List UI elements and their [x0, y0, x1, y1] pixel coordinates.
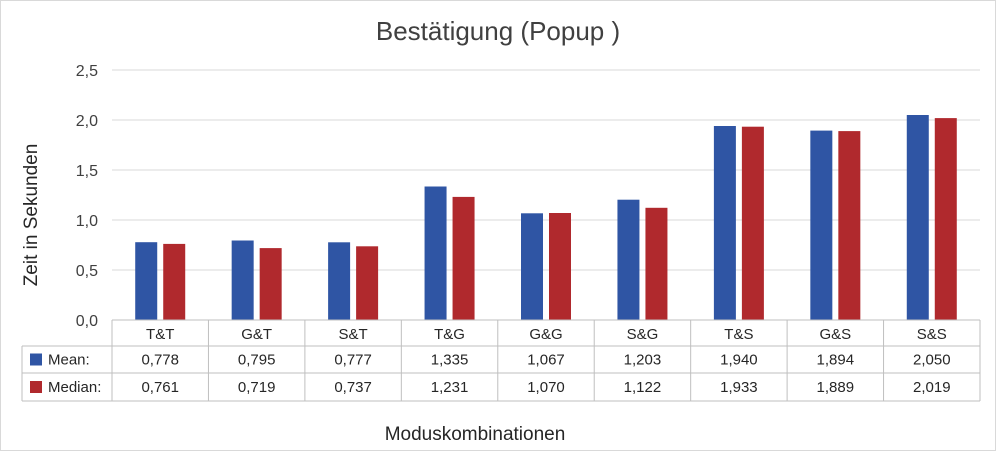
data-label: 1,070 [527, 379, 565, 396]
bar-mean [906, 115, 929, 320]
category-label: S&T [339, 326, 368, 343]
data-label: 1,122 [624, 379, 662, 396]
data-label: 1,335 [431, 352, 469, 369]
bar-median [356, 246, 379, 320]
category-label: T&S [724, 326, 753, 343]
category-label: S&G [627, 326, 659, 343]
bar-median [838, 131, 861, 320]
y-tick-label: 2,0 [76, 113, 98, 130]
x-axis-label: Moduskombinationen [385, 424, 566, 445]
data-label: 1,940 [720, 352, 758, 369]
data-label: 0,719 [238, 379, 276, 396]
category-label: S&S [917, 326, 947, 343]
data-label: 0,795 [238, 352, 276, 369]
category-label: G&G [529, 326, 562, 343]
series-name: Mean: [48, 352, 90, 369]
data-label: 1,889 [817, 379, 855, 396]
bar-median [452, 196, 475, 320]
bar-mean [713, 126, 736, 320]
data-label: 1,203 [624, 352, 662, 369]
bar-mean [521, 213, 543, 320]
data-label: 1,894 [817, 352, 855, 369]
bar-median [934, 118, 957, 320]
y-tick-label: 0,5 [76, 263, 98, 280]
bar-median [645, 207, 668, 320]
bar-mean [328, 242, 351, 320]
data-label: 1,231 [431, 379, 469, 396]
legend-key-median [30, 381, 42, 393]
y-tick-label: 1,0 [76, 213, 98, 230]
data-label: 1,933 [720, 379, 758, 396]
bar-mean [424, 186, 447, 320]
category-label: T&T [146, 326, 174, 343]
data-label: 0,761 [141, 379, 179, 396]
y-tick-label: 2,5 [76, 63, 98, 80]
data-label: 0,737 [334, 379, 372, 396]
legend-key-mean [30, 353, 42, 366]
data-label: 0,778 [141, 352, 179, 369]
bars [135, 115, 957, 320]
data-label: 2,050 [913, 352, 951, 369]
bar-median [259, 248, 282, 320]
bar-median [549, 213, 571, 320]
chart-title: Bestätigung (Popup ) [376, 16, 620, 46]
bar-mean [617, 199, 640, 320]
bar-median [741, 126, 764, 320]
series-name: Median: [48, 379, 101, 396]
bar-mean [135, 242, 158, 320]
y-tick-label: 1,5 [76, 163, 98, 180]
category-label: G&T [241, 326, 272, 343]
data-label: 2,019 [913, 379, 951, 396]
bar-mean [231, 240, 254, 320]
y-tick-label: 0,0 [76, 313, 98, 330]
y-axis-label: Zeit in Sekunden [21, 144, 42, 287]
data-label: 1,067 [527, 352, 565, 369]
data-label: 0,777 [334, 352, 372, 369]
data-table: T&T G&T S&T T&G G&G S&G T&S G&S S&S Mean: 0,778 0,7… [21, 319, 981, 402]
category-label: G&S [819, 326, 851, 343]
gridlines: 0,0 0,5 1,0 1,5 2,0 2,5 [76, 63, 980, 330]
category-label: T&G [434, 326, 465, 343]
bar-median [163, 243, 186, 320]
bar-mean [810, 130, 833, 320]
